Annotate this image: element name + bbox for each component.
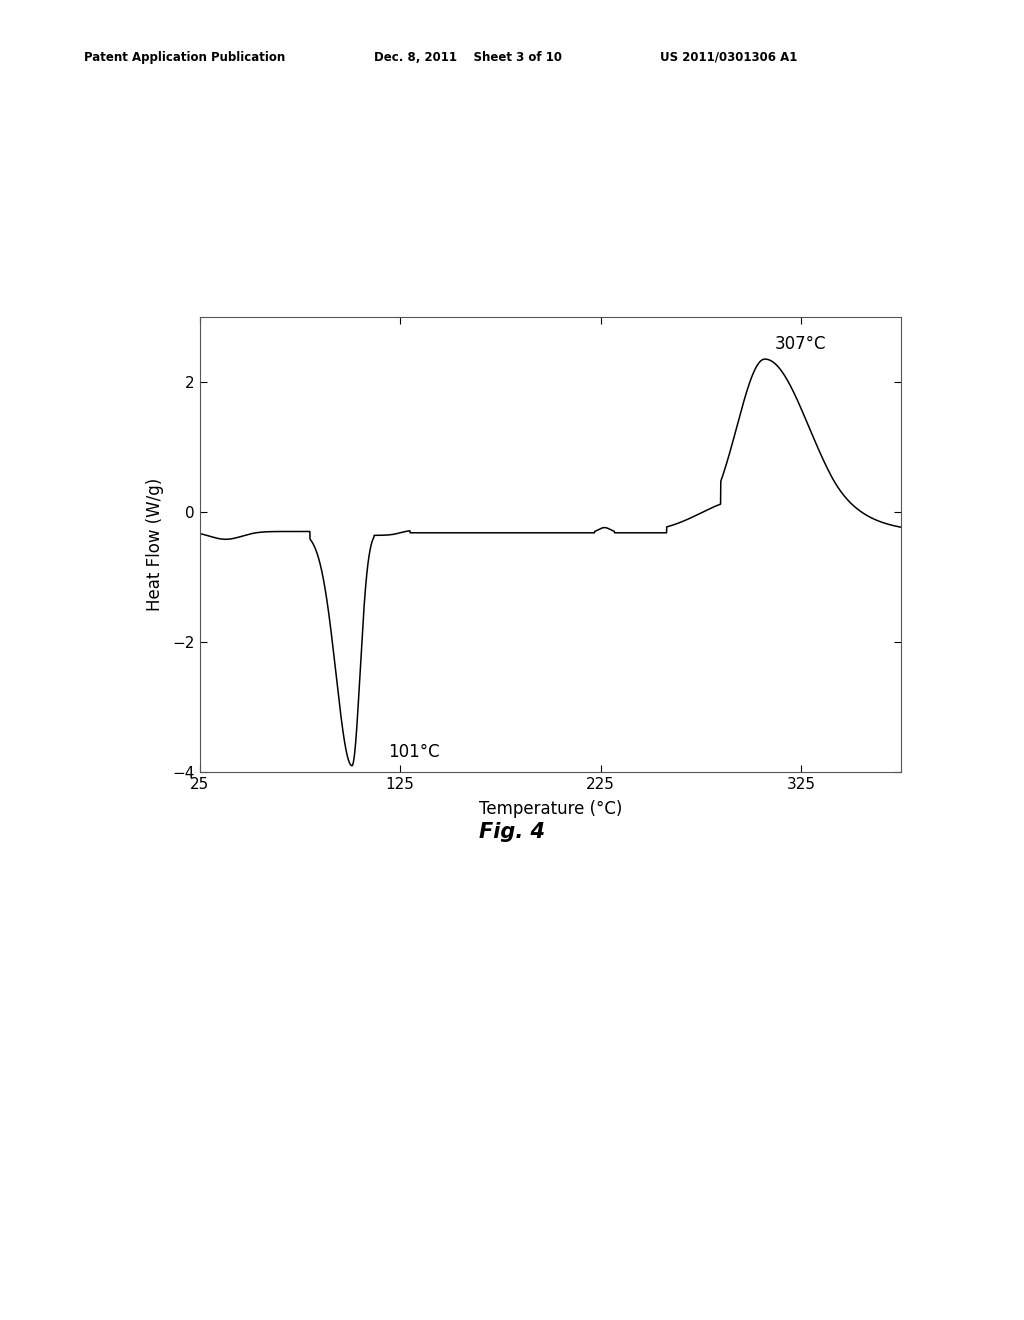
Text: Patent Application Publication: Patent Application Publication	[84, 50, 286, 63]
Y-axis label: Heat Flow (W/g): Heat Flow (W/g)	[146, 478, 164, 611]
Text: US 2011/0301306 A1: US 2011/0301306 A1	[660, 50, 798, 63]
Text: 307°C: 307°C	[775, 334, 826, 352]
Text: Dec. 8, 2011    Sheet 3 of 10: Dec. 8, 2011 Sheet 3 of 10	[374, 50, 562, 63]
Text: 101°C: 101°C	[388, 743, 439, 760]
X-axis label: Temperature (°C): Temperature (°C)	[478, 800, 623, 818]
Text: Fig. 4: Fig. 4	[479, 822, 545, 842]
